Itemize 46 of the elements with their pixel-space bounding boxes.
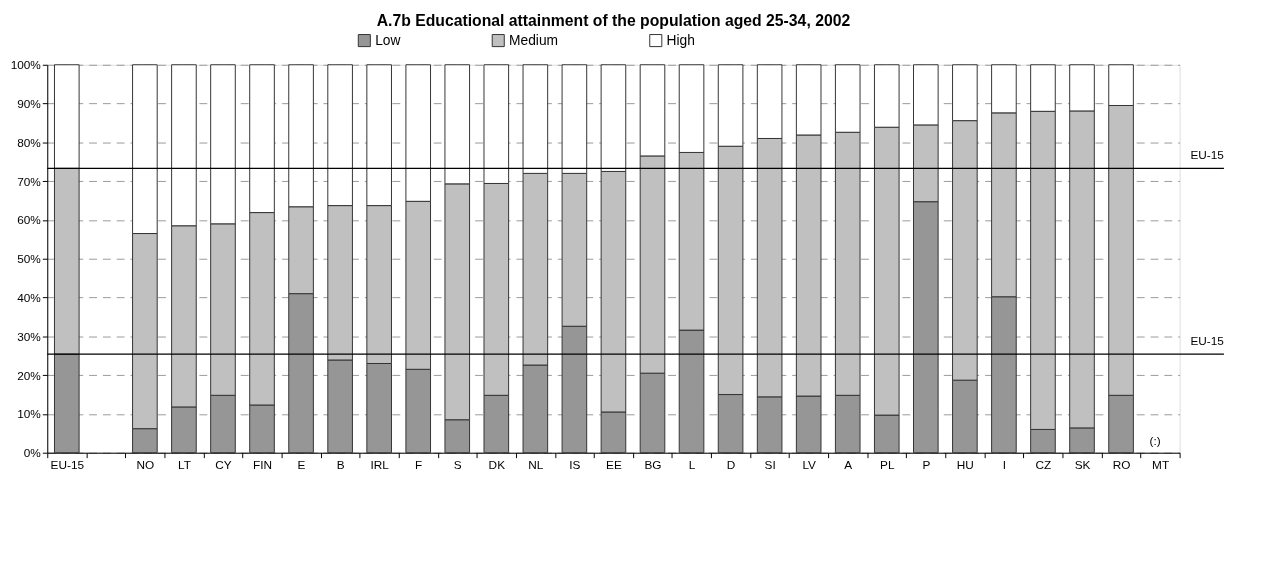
x-tick-label: CY <box>215 457 232 472</box>
x-tick-label: FIN <box>253 457 273 472</box>
y-tick-label: 10% <box>17 407 42 422</box>
x-tick-label: EU-15 <box>50 457 85 472</box>
x-tick-label: B <box>336 457 345 472</box>
y-tick-label: 30% <box>17 329 42 344</box>
x-tick-label: EE <box>606 457 622 472</box>
chart-title: A.7b Educational attainment of the population aged 25-34, 2002 <box>376 12 851 30</box>
legend-label: High <box>666 32 695 48</box>
x-tick-label: HU <box>956 457 974 472</box>
legend-label: Medium <box>509 32 559 48</box>
x-tick-label: CZ <box>1035 457 1052 472</box>
y-tick-label: 60% <box>17 213 42 228</box>
x-tick-label: L <box>688 457 696 472</box>
annotation: (:) <box>1149 433 1161 448</box>
x-tick-label: LV <box>802 457 817 472</box>
y-tick-label: 80% <box>17 135 42 150</box>
x-tick-label: BG <box>644 457 662 472</box>
y-tick-label: 0% <box>23 446 42 461</box>
x-tick-label: A <box>844 457 853 472</box>
y-tick-label: 20% <box>17 368 42 383</box>
y-tick-label: 100% <box>10 58 42 73</box>
x-tick-label: F <box>415 457 423 472</box>
x-tick-label: SK <box>1074 457 1091 472</box>
x-tick-label: DK <box>488 457 506 472</box>
x-tick-label: NO <box>136 457 155 472</box>
x-tick-label: RO <box>1112 457 1131 472</box>
x-tick-label: IRL <box>370 457 390 472</box>
ref-line-label: EU-15 <box>1190 148 1225 163</box>
y-tick-label: 70% <box>17 174 42 189</box>
x-tick-label: LT <box>177 457 191 472</box>
x-tick-label: S <box>453 457 462 472</box>
x-tick-label: I <box>1002 457 1007 472</box>
y-tick-label: 50% <box>17 252 42 267</box>
y-tick-label: 40% <box>17 290 42 305</box>
x-tick-label: IS <box>569 457 581 472</box>
x-tick-label: D <box>726 457 736 472</box>
ref-line-label: EU-15 <box>1190 334 1225 349</box>
x-tick-label: PL <box>880 457 895 472</box>
x-tick-label: P <box>922 457 931 472</box>
legend-label: Low <box>375 32 401 48</box>
x-tick-label: SI <box>764 457 776 472</box>
x-tick-label: E <box>297 457 306 472</box>
x-tick-label: NL <box>528 457 544 472</box>
y-tick-label: 90% <box>17 96 42 111</box>
x-tick-label: MT <box>1152 457 1170 472</box>
